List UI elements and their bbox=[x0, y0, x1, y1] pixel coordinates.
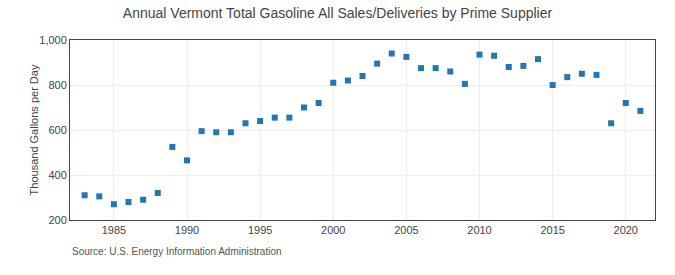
svg-text:1985: 1985 bbox=[102, 224, 126, 236]
svg-text:400: 400 bbox=[48, 169, 66, 181]
svg-text:2020: 2020 bbox=[614, 224, 638, 236]
svg-text:600: 600 bbox=[48, 124, 66, 136]
svg-text:2000: 2000 bbox=[321, 224, 345, 236]
svg-text:Source: U.S. Energy Informatio: Source: U.S. Energy Information Administ… bbox=[72, 246, 282, 257]
svg-text:1,000: 1,000 bbox=[39, 34, 67, 46]
svg-text:2010: 2010 bbox=[467, 224, 491, 236]
svg-text:800: 800 bbox=[48, 79, 66, 91]
svg-text:200: 200 bbox=[48, 214, 66, 226]
svg-text:2005: 2005 bbox=[394, 224, 418, 236]
svg-text:Thousand Gallons per Day: Thousand Gallons per Day bbox=[28, 64, 40, 195]
svg-text:Annual Vermont Total Gasoline: Annual Vermont Total Gasoline All Sales/… bbox=[123, 5, 553, 21]
svg-text:1995: 1995 bbox=[248, 224, 272, 236]
svg-text:2015: 2015 bbox=[540, 224, 564, 236]
svg-text:1990: 1990 bbox=[175, 224, 199, 236]
